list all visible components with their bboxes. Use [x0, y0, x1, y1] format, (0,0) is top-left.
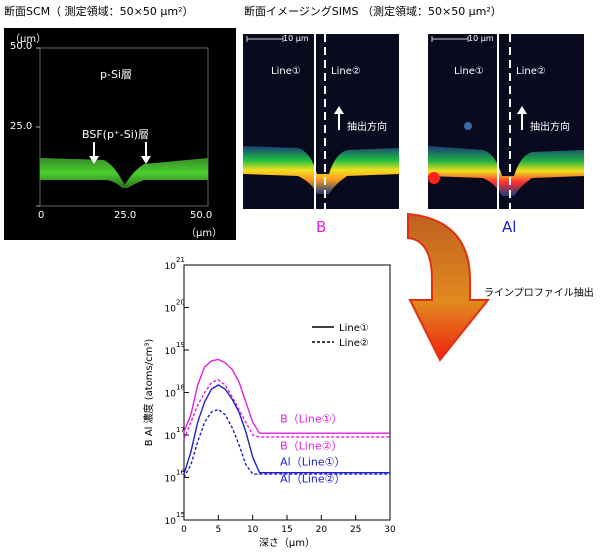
scm-unit-top: （μm） [10, 34, 47, 45]
sims-title: 断面イメージングSIMS （測定領域：50×50 μm²） [244, 5, 502, 18]
x-tick-label: 20 [316, 525, 328, 535]
sims-b-direction: 抽出方向 [347, 122, 387, 133]
scm-image [36, 47, 209, 207]
y-tick-label: 10 [165, 305, 177, 315]
sims-b-scale: 10 μm [283, 34, 309, 43]
legend-solid-label: Line① [339, 323, 369, 334]
y-axis-label: B Al 濃度 (atoms/cm³) [142, 339, 155, 447]
y-tick-label: 10 [165, 390, 177, 400]
sims-al-map: 10 μm Line① Line② 抽出方向 [428, 34, 584, 209]
x-tick-label: 25 [350, 525, 361, 535]
y-tick-exponent: 19 [176, 341, 185, 349]
scm-bsf-band [40, 158, 208, 188]
series-line-1 [183, 378, 390, 440]
x-axis-label: 深さ（μm） [259, 537, 315, 549]
sims-al-line2-label: Line② [516, 66, 546, 77]
sims-caption-b: B [316, 218, 327, 236]
annotation-al-line1: Al（Line①） [280, 456, 345, 469]
sims-b-band [243, 146, 399, 194]
sims-b-line2-label: Line② [331, 66, 361, 77]
scm-label-bsf: BSF(p⁺-Si)層 [82, 128, 150, 141]
scm-ytick-25: 25.0 [10, 121, 33, 132]
scm-xtick-25: 25.0 [114, 210, 137, 221]
sims-b-map: 10 μm Line① Line② 抽出方向 [243, 34, 399, 209]
x-tick-label: 30 [384, 525, 396, 535]
sims-caption-al: Al [502, 218, 517, 236]
x-tick-label: 5 [215, 525, 221, 535]
scm-ytick-50: 50.0 [10, 41, 33, 52]
series-line-0 [183, 358, 390, 434]
sims-al-image [428, 34, 584, 209]
curved-arrow [407, 212, 491, 362]
y-tick-label: 10 [165, 517, 177, 527]
scm-title: 断面SCM（ 測定領域：50×50 μm²） [4, 5, 194, 18]
sims-b-image [243, 34, 399, 209]
annotation-b-line1: B（Line①） [280, 412, 342, 425]
y-tick-exponent: 18 [176, 384, 185, 392]
sims-al-scale: 10 μm [468, 34, 494, 43]
y-tick-exponent: 16 [176, 469, 185, 477]
annotation-b-line2: B（Line②） [280, 439, 342, 452]
y-tick-exponent: 17 [176, 426, 185, 434]
scm-xtick-50: 50.0 [190, 210, 213, 221]
y-tick-label: 10 [165, 475, 177, 485]
annotation-al-line2: Al（Line②） [280, 472, 345, 485]
scm-panel: （μm） 50.0 25.0 0 25.0 50.0 （μm） p-Si層 BS… [4, 28, 236, 240]
sims-b-line1-label: Line① [271, 66, 301, 77]
arrow-label: ラインプロファイル抽出 [484, 288, 594, 299]
x-tick-label: 15 [281, 525, 292, 535]
x-tick-label: 0 [181, 525, 187, 535]
scm-xtick-0: 0 [38, 210, 45, 221]
y-tick-exponent: 21 [176, 256, 185, 264]
sims-al-band [428, 146, 584, 196]
series-line-2 [183, 384, 390, 475]
scm-unit-bottom: （μm） [186, 228, 223, 239]
x-tick-label: 10 [247, 525, 259, 535]
y-tick-exponent: 15 [176, 511, 185, 519]
sims-al-line1-label: Line① [454, 66, 484, 77]
y-tick-label: 10 [165, 347, 177, 357]
y-tick-label: 10 [165, 262, 177, 272]
series-line-3 [183, 408, 390, 478]
y-tick-exponent: 20 [176, 299, 185, 307]
legend-dashed-label: Line② [339, 338, 369, 349]
sims-al-direction: 抽出方向 [530, 122, 570, 133]
scm-label-psi: p-Si層 [100, 68, 132, 81]
y-tick-label: 10 [165, 432, 177, 442]
